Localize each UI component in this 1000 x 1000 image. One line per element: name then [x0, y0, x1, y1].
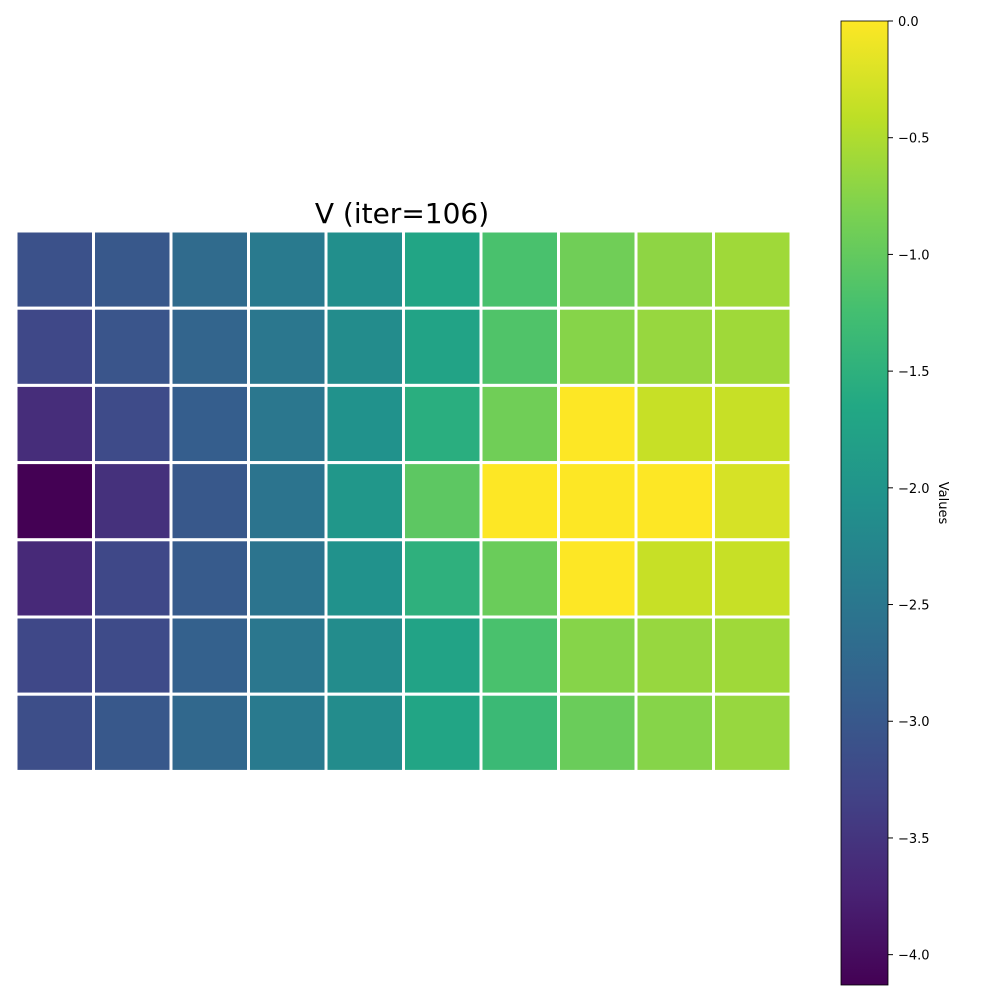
heatmap-cell: [14, 615, 95, 696]
heatmap-cell: [402, 306, 483, 387]
heatmap-cell: [247, 306, 328, 387]
heatmap-cell: [634, 306, 715, 387]
colorbar-tick-label: −2.0: [898, 482, 930, 497]
heatmap-cell: [557, 538, 638, 619]
heatmap-cell: [634, 692, 715, 773]
heatmap-cell: [14, 229, 95, 310]
heatmap-cell: [712, 229, 793, 310]
heatmap-cell: [169, 383, 250, 465]
heatmap-cell: [169, 538, 250, 619]
heatmap-cell: [247, 692, 328, 773]
heatmap-cell: [14, 383, 95, 465]
heatmap-cell: [402, 383, 483, 465]
heatmap-cell: [712, 306, 793, 387]
heatmap-cell: [557, 383, 638, 465]
heatmap-cell: [324, 306, 405, 387]
heatmap-cell: [479, 461, 560, 542]
colorbar-tick-label: −4.0: [898, 949, 930, 964]
heatmap-cell: [712, 538, 793, 619]
heatmap-cell: [479, 229, 560, 310]
heatmap-cell: [557, 306, 638, 387]
heatmap-grid: [14, 229, 793, 773]
heatmap-cell: [479, 383, 560, 465]
heatmap-cell: [479, 306, 560, 387]
heatmap-cell: [324, 229, 405, 310]
colorbar: 0.0 −0.5 −1.0 −1.5 −2.0 −2.5 −3.0 −3.5 −4.0 Valu…: [840, 15, 950, 986]
heatmap-cell: [712, 615, 793, 696]
heatmap-cell: [634, 615, 715, 696]
heatmap-cell: [402, 538, 483, 619]
heatmap-cell: [324, 538, 405, 619]
heatmap-cell: [479, 615, 560, 696]
heatmap-cell: [169, 615, 250, 696]
heatmap-cell: [92, 306, 173, 387]
heatmap-cell: [479, 538, 560, 619]
heatmap-cell: [634, 229, 715, 310]
heatmap-cell: [557, 615, 638, 696]
heatmap-cell: [92, 383, 173, 465]
heatmap-cell: [92, 461, 173, 542]
heatmap-cell: [634, 538, 715, 619]
heatmap-cell: [247, 615, 328, 696]
heatmap-cell: [169, 229, 250, 310]
heatmap-cell: [634, 383, 715, 465]
heatmap-cell: [169, 692, 250, 773]
heatmap-cell: [402, 615, 483, 696]
colorbar-tick-label: −0.5: [898, 132, 930, 147]
heatmap-cell: [712, 383, 793, 465]
heatmap-cell: [92, 692, 173, 773]
heatmap-cell: [712, 692, 793, 773]
colorbar-tick-label: 0.0: [898, 15, 919, 30]
heatmap-cell: [479, 692, 560, 773]
heatmap-cell: [324, 692, 405, 773]
heatmap-cell: [92, 538, 173, 619]
colorbar-gradient: [840, 20, 889, 986]
heatmap-cell: [247, 461, 328, 542]
colorbar-tick-label: −1.5: [898, 365, 930, 380]
colorbar-tick-label: −3.5: [898, 832, 930, 847]
heatmap-cell: [169, 461, 250, 542]
colorbar-ticks: 0.0 −0.5 −1.0 −1.5 −2.0 −2.5 −3.0 −3.5 −4.0: [888, 15, 930, 964]
heatmap-cell: [557, 461, 638, 542]
heatmap-cell: [14, 306, 95, 387]
heatmap-cell: [14, 692, 95, 773]
colorbar-tick-label: −2.5: [898, 599, 930, 614]
heatmap-cell: [402, 229, 483, 310]
heatmap-cell: [247, 538, 328, 619]
heatmap-cell: [169, 306, 250, 387]
colorbar-tick-label: −3.0: [898, 715, 930, 730]
heatmap-cell: [324, 461, 405, 542]
heatmap-cell: [402, 692, 483, 773]
heatmap-cell: [324, 383, 405, 465]
heatmap-cell: [92, 615, 173, 696]
heatmap-cell: [14, 538, 95, 619]
heatmap-cell: [247, 229, 328, 310]
heatmap-cell: [247, 383, 328, 465]
heatmap-cell: [557, 692, 638, 773]
chart-title: V (iter=106): [315, 197, 489, 230]
colorbar-tick-label: −1.0: [898, 248, 930, 263]
heatmap-cell: [402, 461, 483, 542]
heatmap-cell: [712, 461, 793, 542]
heatmap-cell: [92, 229, 173, 310]
heatmap-cell: [634, 461, 715, 542]
heatmap-cell: [557, 229, 638, 310]
heatmap-cell: [324, 615, 405, 696]
colorbar-label: Values: [935, 482, 950, 525]
heatmap-cell: [14, 461, 95, 542]
